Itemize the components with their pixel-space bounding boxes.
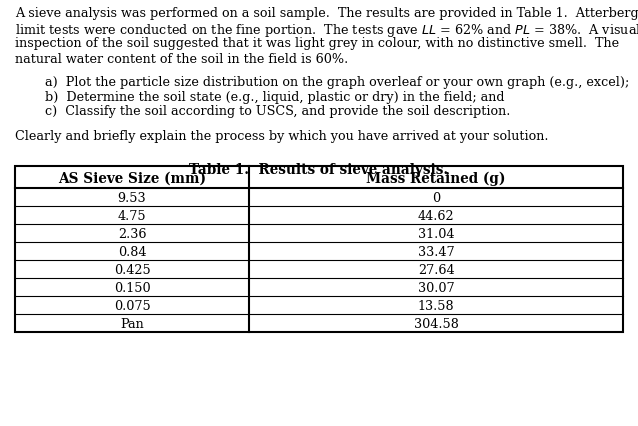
Bar xyxy=(15,167,623,333)
Text: c)  Classify the soil according to USCS, and provide the soil description.: c) Classify the soil according to USCS, … xyxy=(45,105,510,118)
Text: Mass Retained (g): Mass Retained (g) xyxy=(366,171,506,185)
Text: 0: 0 xyxy=(432,191,440,204)
Text: 9.53: 9.53 xyxy=(118,191,146,204)
Text: Table 1.  Results of sieve analysis.: Table 1. Results of sieve analysis. xyxy=(189,163,449,177)
Text: 44.62: 44.62 xyxy=(418,210,454,222)
Text: b)  Determine the soil state (e.g., liquid, plastic or dry) in the field; and: b) Determine the soil state (e.g., liqui… xyxy=(45,90,505,104)
Text: 13.58: 13.58 xyxy=(418,299,454,312)
Text: a)  Plot the particle size distribution on the graph overleaf or your own graph : a) Plot the particle size distribution o… xyxy=(45,76,629,89)
Text: 2.36: 2.36 xyxy=(118,227,146,240)
Text: limit tests were conducted on the fine portion.  The tests gave $\mathit{LL}$ = : limit tests were conducted on the fine p… xyxy=(15,22,638,39)
Text: 0.150: 0.150 xyxy=(114,281,151,294)
Text: A sieve analysis was performed on a soil sample.  The results are provided in Ta: A sieve analysis was performed on a soil… xyxy=(15,7,638,20)
Text: 0.075: 0.075 xyxy=(114,299,151,312)
Text: 0.84: 0.84 xyxy=(118,245,146,258)
Text: 4.75: 4.75 xyxy=(118,210,146,222)
Text: natural water content of the soil in the field is 60%.: natural water content of the soil in the… xyxy=(15,52,348,66)
Text: AS Sieve Size (mm): AS Sieve Size (mm) xyxy=(58,171,206,185)
Text: 30.07: 30.07 xyxy=(418,281,454,294)
Text: 0.425: 0.425 xyxy=(114,263,151,276)
Text: 304.58: 304.58 xyxy=(413,317,459,330)
Text: Pan: Pan xyxy=(120,317,144,330)
Text: 33.47: 33.47 xyxy=(418,245,454,258)
Text: 27.64: 27.64 xyxy=(418,263,454,276)
Text: 31.04: 31.04 xyxy=(418,227,454,240)
Text: inspection of the soil suggested that it was light grey in colour, with no disti: inspection of the soil suggested that it… xyxy=(15,37,619,50)
Text: Clearly and briefly explain the process by which you have arrived at your soluti: Clearly and briefly explain the process … xyxy=(15,130,549,143)
